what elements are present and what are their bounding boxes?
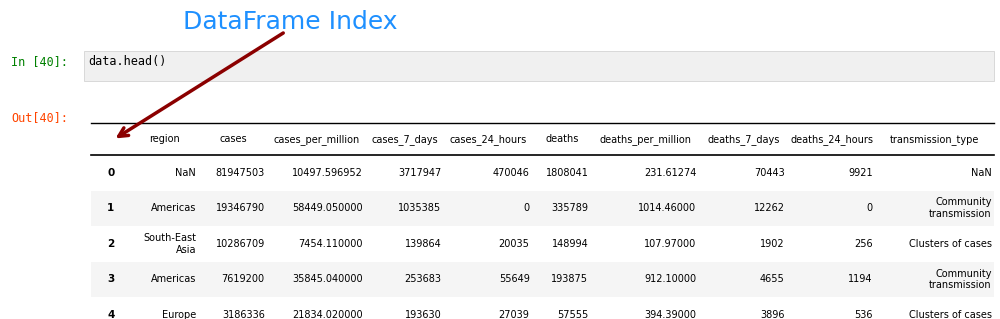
Text: 2: 2 xyxy=(107,239,114,249)
Text: Community
transmission: Community transmission xyxy=(929,197,992,219)
Text: 0: 0 xyxy=(523,203,530,213)
Text: 0: 0 xyxy=(867,203,873,213)
Text: region: region xyxy=(149,134,180,144)
Text: Americas: Americas xyxy=(151,274,196,284)
Text: 10286709: 10286709 xyxy=(215,239,265,249)
Text: 0: 0 xyxy=(107,168,114,178)
Text: 55649: 55649 xyxy=(499,274,530,284)
Text: cases: cases xyxy=(220,134,247,144)
FancyBboxPatch shape xyxy=(91,190,994,226)
FancyBboxPatch shape xyxy=(84,51,994,81)
Text: 27039: 27039 xyxy=(499,310,530,319)
Text: 3: 3 xyxy=(107,274,114,284)
Text: deaths: deaths xyxy=(545,134,579,144)
Text: 1194: 1194 xyxy=(848,274,873,284)
Text: 7619200: 7619200 xyxy=(222,274,265,284)
Text: 9921: 9921 xyxy=(848,168,873,178)
Text: 4655: 4655 xyxy=(760,274,785,284)
Text: 3717947: 3717947 xyxy=(398,168,441,178)
Text: NaN: NaN xyxy=(971,168,992,178)
Text: 256: 256 xyxy=(854,239,873,249)
Text: 3896: 3896 xyxy=(760,310,785,319)
FancyBboxPatch shape xyxy=(91,155,994,190)
Text: 19346790: 19346790 xyxy=(216,203,265,213)
Text: 139864: 139864 xyxy=(405,239,441,249)
Text: 21834.020000: 21834.020000 xyxy=(292,310,363,319)
FancyBboxPatch shape xyxy=(91,297,994,319)
Text: 912.10000: 912.10000 xyxy=(644,274,696,284)
Text: 35845.040000: 35845.040000 xyxy=(292,274,363,284)
Text: cases_24_hours: cases_24_hours xyxy=(450,134,527,145)
Text: 107.97000: 107.97000 xyxy=(644,239,696,249)
Text: 335789: 335789 xyxy=(551,203,588,213)
FancyBboxPatch shape xyxy=(91,226,994,262)
Text: 1808041: 1808041 xyxy=(546,168,588,178)
Text: 7454.110000: 7454.110000 xyxy=(298,239,363,249)
Text: 1035385: 1035385 xyxy=(398,203,441,213)
Text: 3186336: 3186336 xyxy=(222,310,265,319)
Text: Clusters of cases: Clusters of cases xyxy=(909,310,992,319)
Text: 20035: 20035 xyxy=(499,239,530,249)
Text: 193630: 193630 xyxy=(405,310,441,319)
Text: 10497.596952: 10497.596952 xyxy=(292,168,363,178)
Text: 231.61274: 231.61274 xyxy=(644,168,696,178)
Text: 70443: 70443 xyxy=(754,168,785,178)
Text: 394.39000: 394.39000 xyxy=(644,310,696,319)
Text: 4: 4 xyxy=(107,310,114,319)
Text: deaths_24_hours: deaths_24_hours xyxy=(790,134,873,145)
Text: 57555: 57555 xyxy=(557,310,588,319)
Text: data.head(): data.head() xyxy=(88,55,167,68)
Text: 193875: 193875 xyxy=(551,274,588,284)
Text: DataFrame Index: DataFrame Index xyxy=(183,11,398,34)
Text: 1902: 1902 xyxy=(760,239,785,249)
Text: Europe: Europe xyxy=(162,310,196,319)
Text: cases_7_days: cases_7_days xyxy=(372,134,438,145)
FancyBboxPatch shape xyxy=(91,262,994,297)
Text: 81947503: 81947503 xyxy=(215,168,265,178)
Text: South-East
Asia: South-East Asia xyxy=(143,233,196,255)
Text: 253683: 253683 xyxy=(404,274,441,284)
Text: deaths_7_days: deaths_7_days xyxy=(707,134,780,145)
Text: cases_per_million: cases_per_million xyxy=(274,134,360,145)
Text: Out[40]:: Out[40]: xyxy=(11,111,68,124)
Text: 58449.050000: 58449.050000 xyxy=(292,203,363,213)
Text: In [40]:: In [40]: xyxy=(11,55,68,68)
Text: Clusters of cases: Clusters of cases xyxy=(909,239,992,249)
Text: 470046: 470046 xyxy=(493,168,530,178)
Text: 12262: 12262 xyxy=(754,203,785,213)
Text: 536: 536 xyxy=(854,310,873,319)
Text: 148994: 148994 xyxy=(552,239,588,249)
Text: deaths_per_million: deaths_per_million xyxy=(599,134,691,145)
Text: transmission_type: transmission_type xyxy=(890,134,979,145)
Text: Americas: Americas xyxy=(151,203,196,213)
Text: 1: 1 xyxy=(107,203,114,213)
Text: 1014.46000: 1014.46000 xyxy=(638,203,696,213)
Text: NaN: NaN xyxy=(175,168,196,178)
Text: Community
transmission: Community transmission xyxy=(929,269,992,290)
